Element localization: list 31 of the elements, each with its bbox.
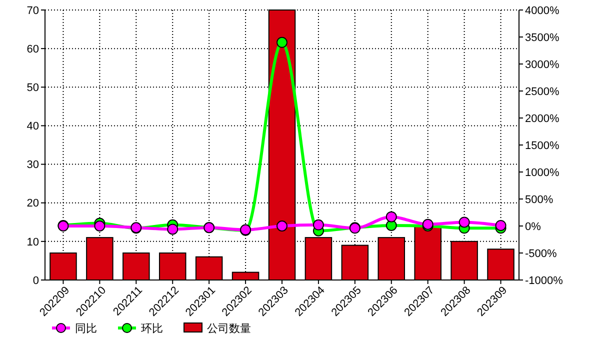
y2-tick-label: 3000% — [525, 58, 560, 71]
y-tick-label: 50 — [26, 82, 39, 94]
point — [276, 36, 288, 48]
point — [386, 211, 397, 222]
y2-tick-label: 3500% — [525, 32, 560, 44]
y2-tick-label: 1000% — [525, 166, 560, 179]
legend-label: 公司数量 — [207, 322, 251, 335]
y-tick-label: 60 — [26, 43, 39, 56]
legend-label: 同比 — [75, 322, 97, 335]
y-tick-label: 70 — [26, 4, 39, 17]
y-tick-label: 20 — [26, 198, 39, 210]
y-tick-label: 0 — [32, 274, 39, 287]
point — [458, 216, 470, 228]
y-tick-label: 30 — [26, 159, 39, 172]
y2-tick-label: -500% — [525, 248, 558, 260]
y2-tick-label: 500% — [525, 194, 554, 206]
point — [495, 220, 506, 231]
y2-tick-label: -1000% — [525, 274, 564, 287]
point — [94, 220, 106, 232]
point — [386, 220, 397, 231]
y2-tick-label: 2000% — [525, 112, 560, 125]
legend-label: 环比 — [141, 322, 163, 335]
point — [167, 224, 178, 235]
y2-tick-label: 1500% — [525, 140, 560, 152]
y2-tick-label: 2500% — [525, 86, 560, 98]
point — [312, 219, 324, 230]
y2-tick-label: 0% — [525, 220, 542, 233]
y-tick-label: 40 — [26, 120, 39, 133]
point — [276, 220, 288, 232]
y-tick-label: 10 — [26, 236, 39, 248]
y2-tick-label: 4000% — [525, 4, 560, 17]
